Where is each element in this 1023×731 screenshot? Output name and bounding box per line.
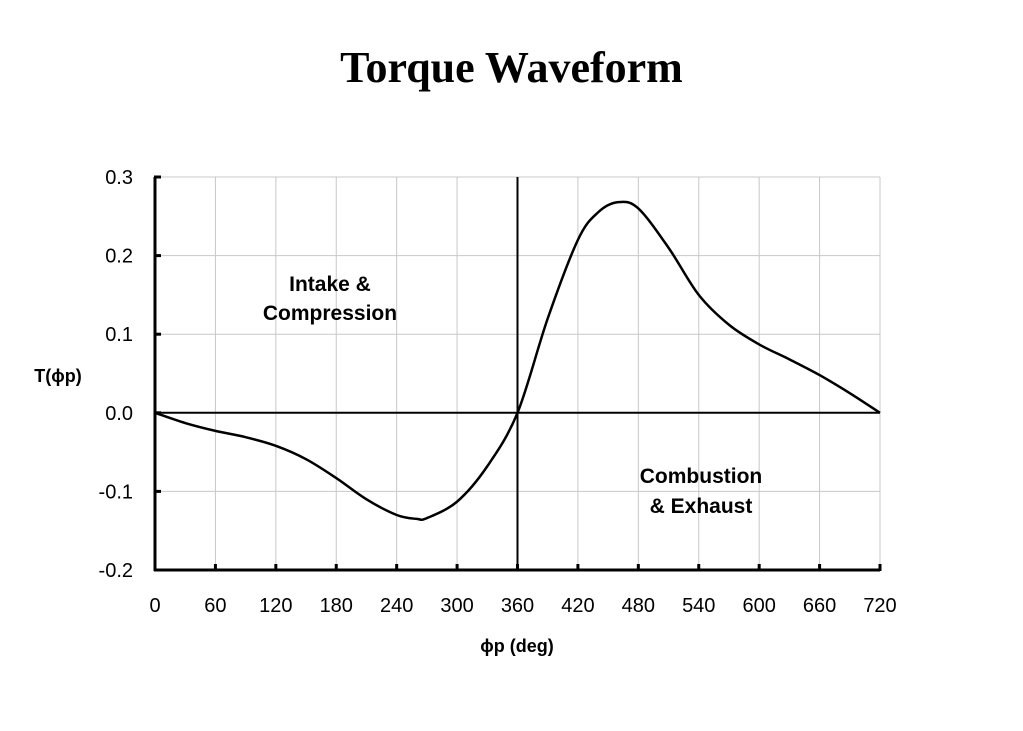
annotation-combustion-line1: Combustion xyxy=(640,465,762,488)
x-tick-label-120: 120 xyxy=(259,595,292,617)
x-tick-label-420: 420 xyxy=(561,595,594,617)
x-axis-title: ϕp (deg) xyxy=(480,636,553,656)
y-tick-label-4: -0.1 xyxy=(99,481,133,503)
series-line-0 xyxy=(154,200,881,522)
y-tick-label-2: 0.1 xyxy=(105,324,133,346)
y-axis-title: T(ϕp) xyxy=(34,366,81,386)
annotation-intake-line2: Compression xyxy=(263,302,397,325)
x-tick-label-540: 540 xyxy=(682,595,715,617)
chart-title: Torque Waveform xyxy=(340,43,683,92)
x-tick-label-360: 360 xyxy=(501,595,534,617)
series xyxy=(154,200,881,522)
x-tick-label-240: 240 xyxy=(380,595,413,617)
axes xyxy=(153,177,880,572)
annotation-combustion-line2: & Exhaust xyxy=(650,495,753,518)
y-tick-label-5: -0.2 xyxy=(99,560,133,582)
x-tick-label-180: 180 xyxy=(320,595,353,617)
x-tick-label-480: 480 xyxy=(622,595,655,617)
ticks: 0 60 120 180 240 300 360 420 480 540 600 660 720 0.3 0… xyxy=(99,167,897,617)
y-tick-label-1: 0.2 xyxy=(105,246,133,268)
y-tick-label-0: 0.3 xyxy=(105,167,133,189)
x-tick-label-660: 660 xyxy=(803,595,836,617)
x-tick-label-60: 60 xyxy=(204,595,226,617)
x-tick-label-0: 0 xyxy=(149,595,160,617)
x-tick-label-300: 300 xyxy=(440,595,473,617)
y-tick-label-3: 0.0 xyxy=(105,403,133,425)
annotation-intake-line1: Intake & xyxy=(289,273,371,296)
x-tick-label-720: 720 xyxy=(863,595,896,617)
x-tick-label-600: 600 xyxy=(742,595,775,617)
